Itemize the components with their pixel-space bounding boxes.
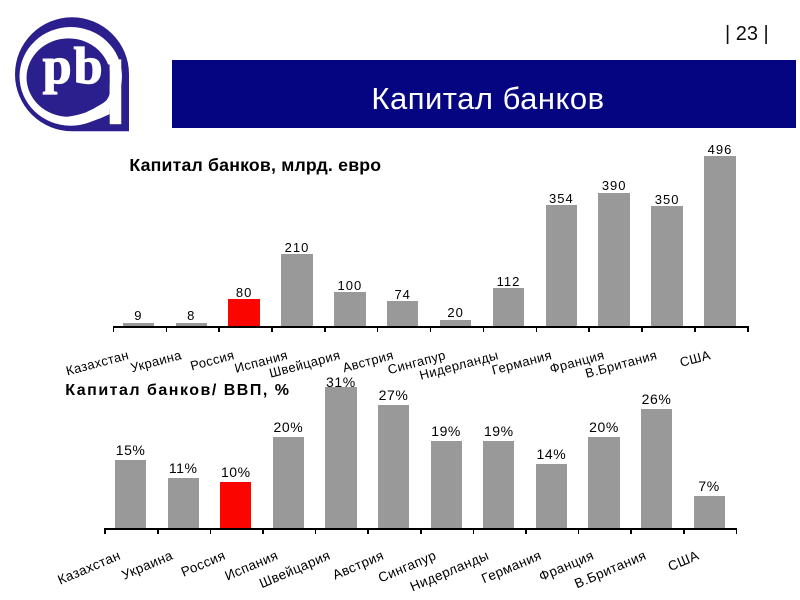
svg-text:pb: pb <box>43 37 105 95</box>
